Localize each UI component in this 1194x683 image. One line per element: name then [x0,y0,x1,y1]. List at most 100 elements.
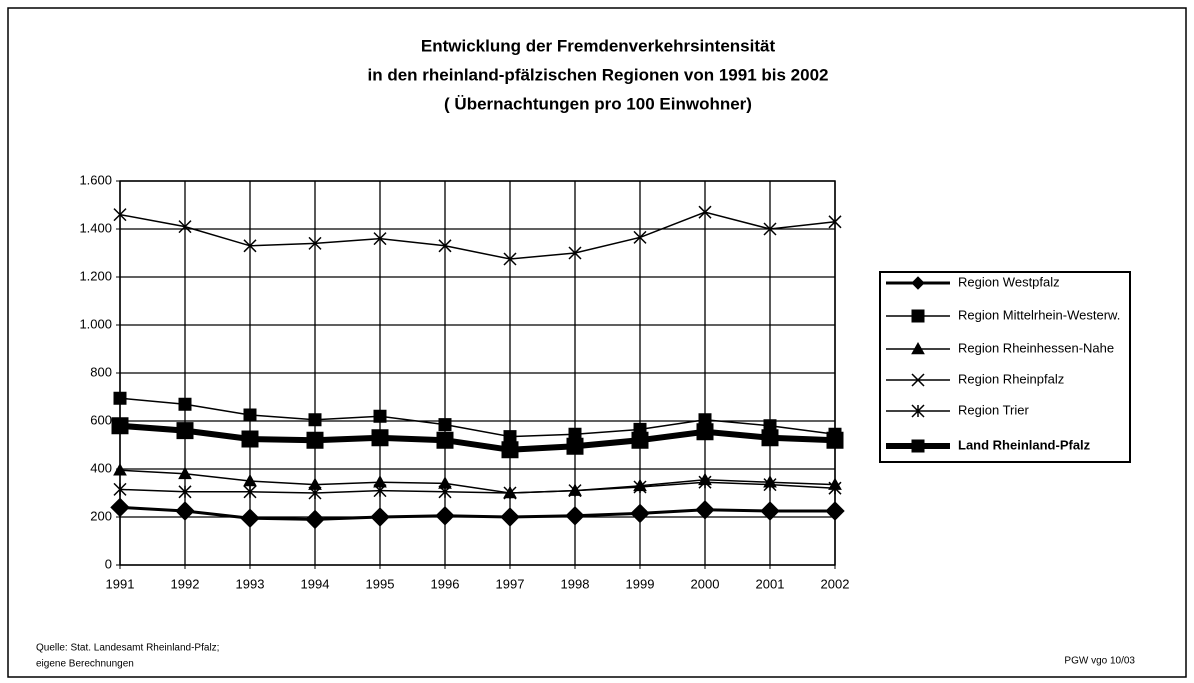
marker [373,409,387,423]
marker [113,208,127,222]
marker [911,404,925,418]
y-tick-label: 0 [105,556,112,571]
x-tick-label: 1991 [106,576,135,591]
marker [761,429,779,447]
marker [308,236,322,250]
marker [373,232,387,246]
marker [241,430,259,448]
x-tick-label: 1994 [301,576,330,591]
x-tick-label: 1992 [171,576,200,591]
marker [911,439,925,453]
source: Quelle: Stat. Landesamt Rheinland-Pfalz; [36,643,219,654]
chart-title: in den rheinland-pfälzischen Regionen vo… [367,65,828,84]
marker [110,497,130,518]
marker [631,431,649,449]
marker [565,506,585,526]
marker [503,252,517,266]
series-line [119,422,836,453]
y-tick-label: 800 [90,364,112,379]
series-line [119,469,836,494]
marker [438,239,452,253]
legend-label: Region Trier [958,402,1029,417]
source: eigene Berechnungen [36,659,134,670]
marker [178,397,192,411]
marker [243,485,257,499]
marker [178,466,192,480]
legend-box [879,271,1131,463]
x-tick-label: 2001 [756,576,785,591]
legend-label: Land Rheinland-Pfalz [958,437,1091,452]
marker [633,480,647,494]
marker [308,413,322,427]
marker [308,486,322,500]
series-line [119,481,836,494]
marker [175,501,195,521]
marker [568,484,582,498]
marker [503,430,517,444]
marker [568,246,582,260]
x-tick-label: 2000 [691,576,720,591]
marker [371,429,389,447]
marker [178,485,192,499]
marker [911,309,925,323]
marker [696,423,714,441]
legend-label: Region Rheinhessen-Nahe [958,340,1114,355]
marker [825,501,845,521]
marker [436,431,454,449]
marker [243,239,257,253]
marker [438,418,452,432]
series-line [119,397,836,438]
marker [243,408,257,422]
series-line [119,211,836,260]
x-tick-label: 1995 [366,576,395,591]
marker [698,205,712,219]
marker [503,486,517,500]
x-tick-label: 1999 [626,576,655,591]
marker [500,507,520,527]
frame [7,7,1187,678]
marker [763,478,777,492]
x-tick-label: 2002 [821,576,850,591]
y-tick-label: 1.000 [79,316,112,331]
marker [438,485,452,499]
marker [113,482,127,496]
marker [760,501,780,521]
x-tick-label: 1997 [496,576,525,591]
marker [306,431,324,449]
y-tick-label: 1.600 [79,172,112,187]
footer: PGW vgo 10/03 [1064,656,1135,667]
legend-label: Region Mittelrhein-Westerw. [958,307,1120,322]
marker [370,507,390,527]
marker [826,431,844,449]
marker [630,503,650,524]
chart-title: Entwicklung der Fremdenverkehrsintensitä… [421,36,776,55]
marker [435,506,455,526]
y-tick-label: 400 [90,460,112,475]
marker [695,500,715,520]
x-tick-label: 1998 [561,576,590,591]
marker [828,215,842,229]
marker [763,222,777,236]
marker [566,437,584,455]
series-line [119,505,835,521]
marker [911,373,925,387]
marker [240,508,260,528]
marker [178,220,192,234]
marker [113,463,127,476]
x-tick-label: 1993 [236,576,265,591]
marker [113,391,127,405]
marker [501,441,519,459]
marker [111,417,129,435]
marker [633,230,647,244]
chart-title: ( Übernachtungen pro 100 Einwohner) [444,94,752,113]
legend-label: Region Westpfalz [958,274,1060,289]
legend-label: Region Rheinpfalz [958,371,1064,386]
y-tick-label: 1.200 [79,268,112,283]
marker [373,484,387,498]
y-tick-label: 200 [90,508,112,523]
marker [911,341,925,355]
marker [828,481,842,495]
x-tick-label: 1996 [431,576,460,591]
marker [305,509,325,530]
